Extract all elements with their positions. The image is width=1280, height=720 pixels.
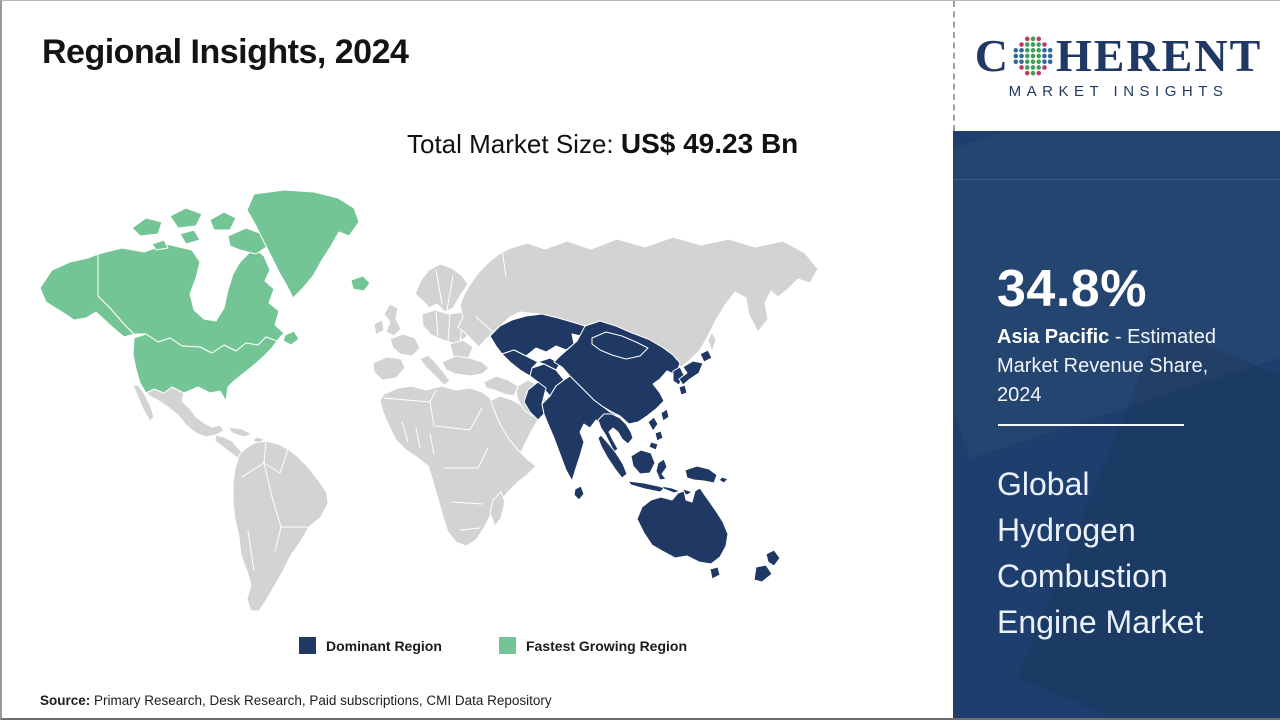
share-desc-text: - Estimated Market Revenue Share, 2024 xyxy=(997,326,1216,406)
highlight-sidebar: 34.8% Asia Pacific - Estimated Market Re… xyxy=(953,131,1280,718)
sidebar-divider xyxy=(998,424,1184,426)
legend-swatch-fastest xyxy=(499,637,516,654)
map-legend: Dominant Region Fastest Growing Region xyxy=(2,637,953,661)
legend-swatch-dominant xyxy=(299,637,316,654)
legend-item-fastest: Fastest Growing Region xyxy=(499,637,687,654)
market-name: Global Hydrogen Combustion Engine Market xyxy=(997,461,1203,645)
market-share-value: 34.8% xyxy=(997,260,1147,318)
brand-tagline: MARKET INSIGHTS xyxy=(1008,82,1229,100)
brand-wordmark-prefix: C xyxy=(974,29,1010,81)
source-text: Primary Research, Desk Research, Paid su… xyxy=(90,693,552,708)
source-note: Source: Primary Research, Desk Research,… xyxy=(40,693,552,708)
legend-label-dominant: Dominant Region xyxy=(326,637,442,654)
region-fastest-growing xyxy=(39,189,371,402)
legend-label-fastest: Fastest Growing Region xyxy=(526,637,688,654)
source-prefix: Source: xyxy=(40,693,91,708)
market-share-description: Asia Pacific - Estimated Market Revenue … xyxy=(997,323,1235,410)
total-market-size-value: US$ 49.23 Bn xyxy=(620,128,799,159)
globe-dots-icon xyxy=(1013,36,1053,75)
region-dominant xyxy=(489,313,781,583)
brand-wordmark-suffix: HERENT xyxy=(1055,29,1263,81)
sidebar-hairline xyxy=(953,179,1280,180)
world-map xyxy=(32,186,942,631)
legend-item-dominant: Dominant Region xyxy=(299,637,442,654)
market-name-line: Engine Market xyxy=(997,604,1204,640)
region-name: Asia Pacific xyxy=(997,326,1110,348)
brand-wordmark: C xyxy=(974,29,1263,81)
world-map-svg xyxy=(39,189,819,612)
total-market-size-label: Total Market Size: xyxy=(407,129,621,159)
page-title: Regional Insights, 2024 xyxy=(42,33,409,71)
market-name-line: Global xyxy=(997,466,1090,502)
market-name-line: Hydrogen xyxy=(997,512,1136,548)
total-market-size: Total Market Size: US$ 49.23 Bn xyxy=(407,128,798,160)
brand-logo: C xyxy=(953,1,1280,131)
region-other xyxy=(132,236,819,612)
market-name-line: Combustion xyxy=(997,558,1168,594)
